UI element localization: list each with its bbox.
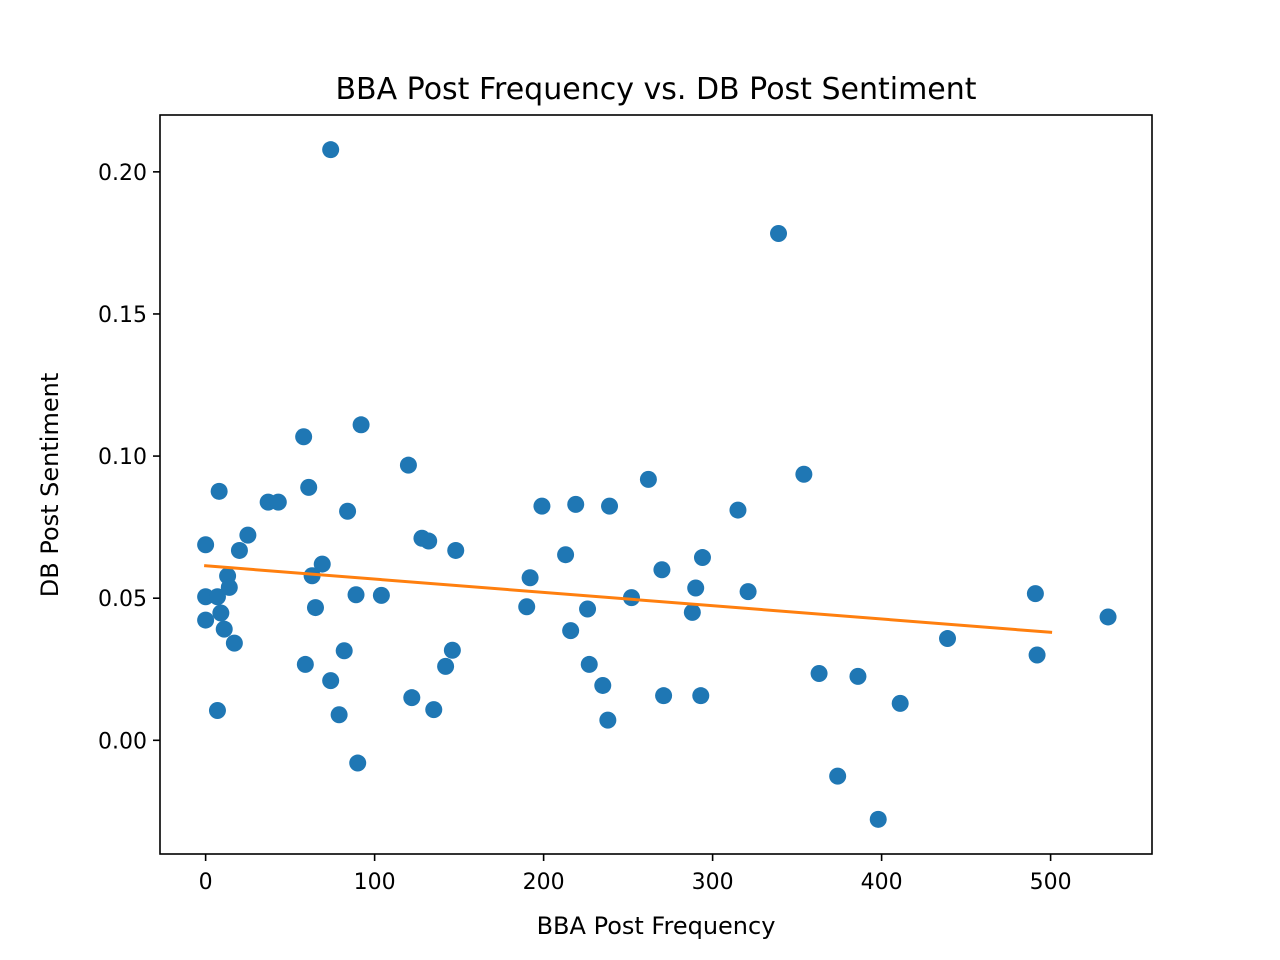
y-tick-label: 0.15 [98,303,147,328]
scatter-point [216,621,233,638]
chart-title: BBA Post Frequency vs. DB Post Sentiment [335,72,976,107]
x-tick-label: 400 [861,870,903,895]
scatter-point [829,768,846,785]
scatter-point [209,702,226,719]
x-tick-label: 200 [523,870,565,895]
scatter-point [939,630,956,647]
scatter-point [373,587,390,604]
scatter-point [307,599,324,616]
scatter-point [1027,585,1044,602]
scatter-point [522,569,539,586]
scatter-point [694,549,711,566]
scatter-point [348,586,365,603]
x-tick-label: 0 [199,870,213,895]
scatter-point [684,604,701,621]
scatter-point [322,141,339,158]
scatter-point [403,689,420,706]
scatter-point [349,755,366,772]
scatter-point [849,668,866,685]
scatter-point [1100,608,1117,625]
y-tick-label: 0.10 [98,445,147,470]
scatter-point [197,536,214,553]
scatter-point [1029,647,1046,664]
scatter-point [640,471,657,488]
scatter-point [811,665,828,682]
scatter-point [221,579,238,596]
scatter-point [400,457,417,474]
scatter-point [297,656,314,673]
scatter-point [740,583,757,600]
x-tick-label: 100 [354,870,396,895]
scatter-point [770,225,787,242]
scatter-point [314,556,331,573]
scatter-point [231,542,248,559]
scatter-point [270,494,287,511]
x-axis-title: BBA Post Frequency [537,912,776,940]
scatter-point [655,687,672,704]
scatter-point [533,498,550,515]
scatter-point [447,542,464,559]
scatter-point [892,695,909,712]
scatter-point [599,712,616,729]
scatter-point [353,416,370,433]
y-tick-label: 0.05 [98,587,147,612]
scatter-point [331,706,348,723]
scatter-point [226,635,243,652]
scatter-point [425,701,442,718]
scatter-point [653,561,670,578]
scatter-point [239,527,256,544]
x-tick-label: 300 [692,870,734,895]
scatter-point [795,466,812,483]
scatter-point [212,604,229,621]
scatter-point [567,496,584,513]
scatter-point [197,612,214,629]
y-tick-label: 0.20 [98,161,147,186]
scatter-point [601,498,618,515]
x-tick-label: 500 [1030,870,1072,895]
scatter-point [518,598,535,615]
scatter-point [594,677,611,694]
scatter-point [420,533,437,550]
scatter-point [557,546,574,563]
scatter-point [581,656,598,673]
scatter-point [300,479,317,496]
scatter-point [437,658,454,675]
y-tick-label: 0.00 [98,729,147,754]
scatter-point [687,579,704,596]
scatter-point [211,483,228,500]
scatter-point [562,622,579,639]
scatter-point [322,672,339,689]
scatter-point [579,600,596,617]
scatter-point [692,687,709,704]
scatter-point [336,642,353,659]
scatter-point [295,428,312,445]
scatter-point [444,642,461,659]
scatter-point [729,502,746,519]
scatter-point [870,811,887,828]
scatter-point [339,503,356,520]
y-axis-title: DB Post Sentiment [36,373,64,597]
